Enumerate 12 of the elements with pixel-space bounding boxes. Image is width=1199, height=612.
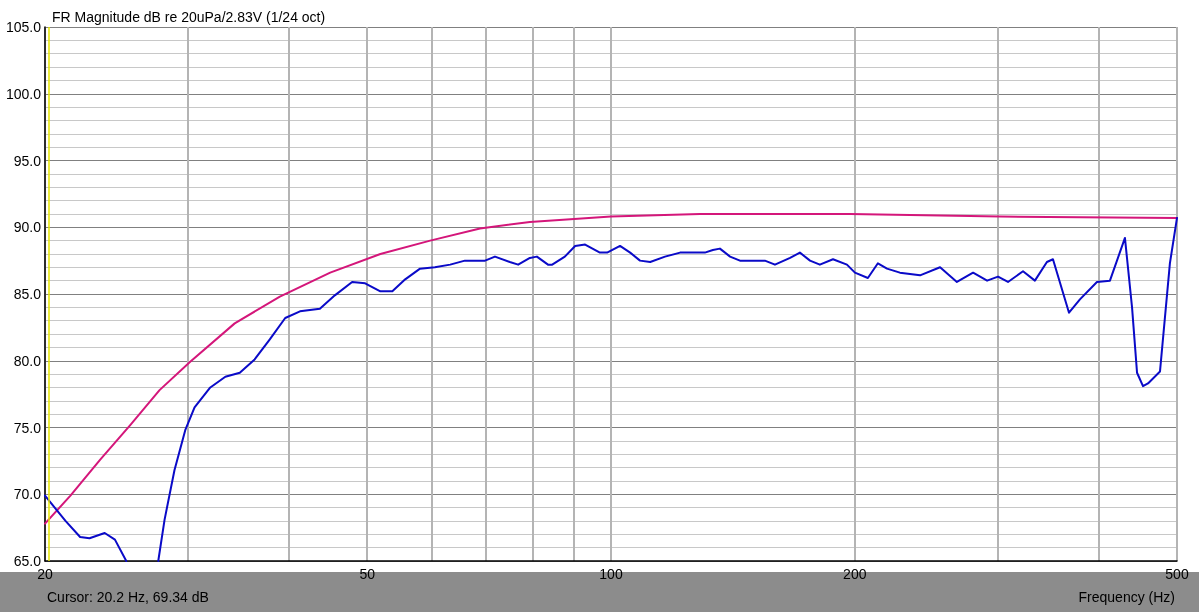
y-tick-label: 75.0 — [13, 419, 42, 436]
y-tick-label: 85.0 — [13, 286, 42, 302]
y-tick-label: 90.0 — [13, 219, 42, 236]
y-tick-label: 95.0 — [13, 152, 42, 169]
y-tick-label: 105.0 — [5, 19, 42, 35]
y-tick-label: 100.0 — [5, 85, 42, 102]
chart-title: FR Magnitude dB re 20uPa/2.83V (1/24 oct) — [52, 9, 326, 25]
y-tick-label: 80.0 — [13, 352, 42, 369]
x-axis-title: Frequency (Hz) — [1078, 589, 1175, 605]
text: Cursor: 20.2 Hz, 69.34 dB — [47, 589, 209, 605]
y-tick-label: 70.0 — [13, 486, 42, 503]
y-tick-label: 65.0 — [13, 553, 42, 569]
